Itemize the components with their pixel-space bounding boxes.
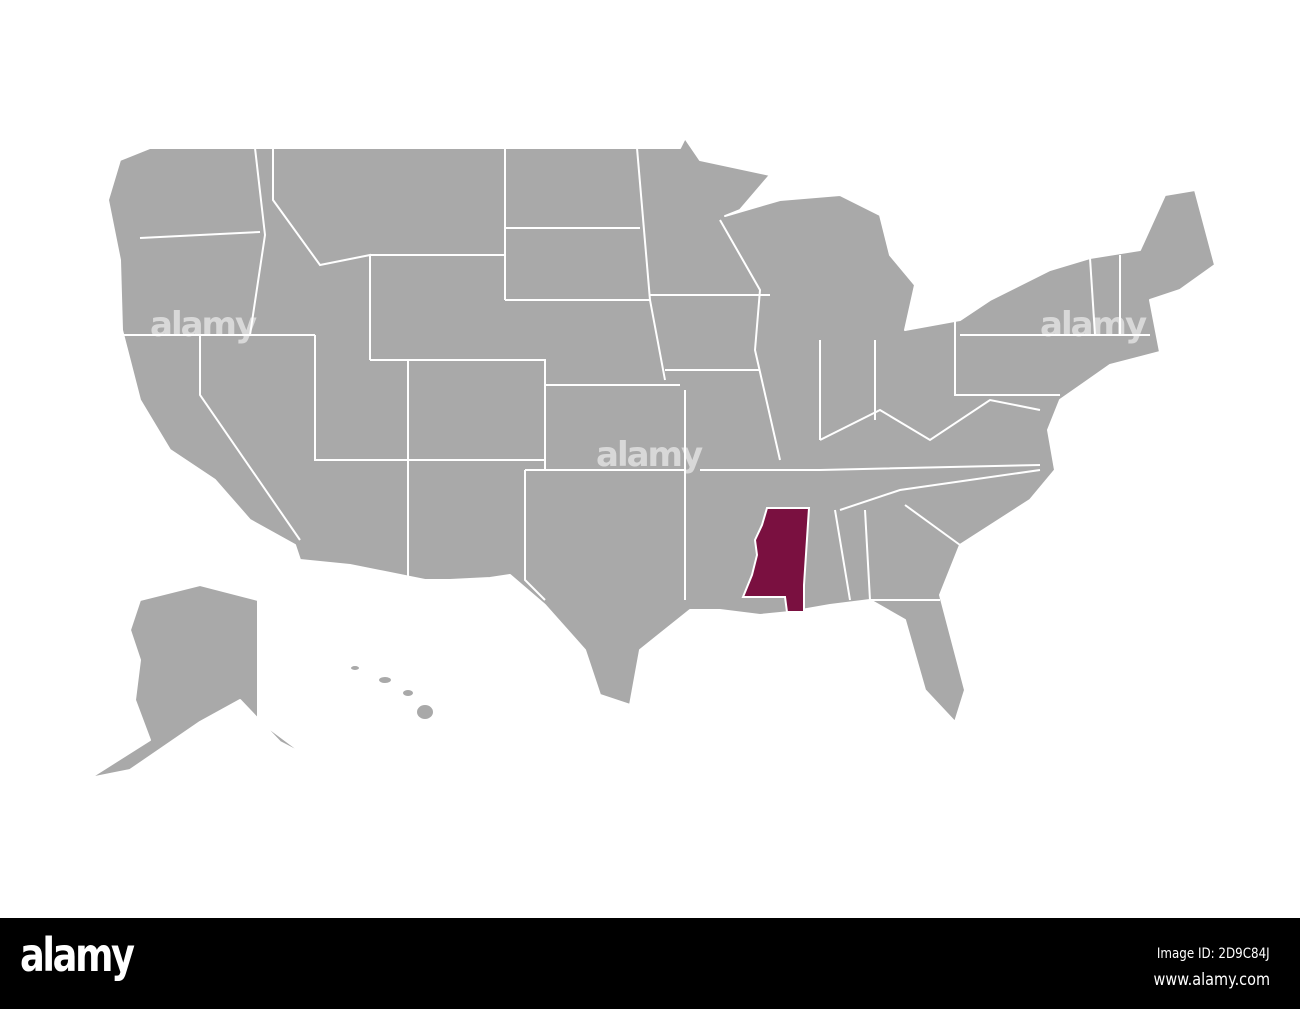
state-mississippi[interactable]: [741, 507, 811, 613]
us-map: [89, 137, 1216, 779]
footer-bar: alamy Image ID: 2D9C84J www.alamy.com: [0, 918, 1300, 1009]
website-link[interactable]: www.alamy.com: [1153, 970, 1270, 990]
watermark: alamy: [150, 305, 257, 345]
image-id: Image ID: 2D9C84J: [1157, 946, 1270, 962]
watermark: alamy: [1040, 305, 1147, 345]
lower-48-states: [107, 137, 1216, 723]
hawaii: [349, 664, 435, 721]
alaska: [89, 584, 306, 779]
watermark: alamy: [596, 435, 703, 475]
state-borders: [122, 147, 1150, 601]
alamy-logo: alamy: [20, 928, 135, 982]
